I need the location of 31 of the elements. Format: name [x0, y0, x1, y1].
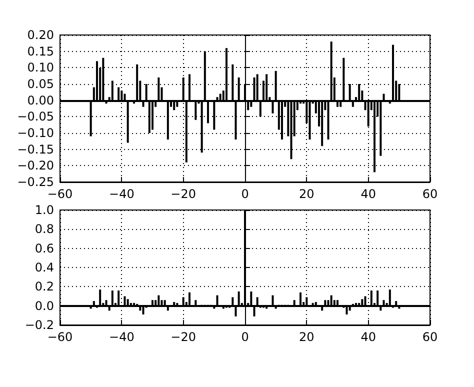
- x-tick-label: 40: [360, 187, 376, 201]
- y-tick-label: 0.6: [34, 241, 54, 256]
- y-tick-label: 0.20: [27, 28, 54, 42]
- x-tick-label: 0: [241, 187, 249, 201]
- y-tick-label: 0.10: [27, 60, 54, 75]
- y-tick-label: 1.0: [34, 203, 54, 217]
- y-tick-label: 0.00: [27, 93, 54, 108]
- y-tick-label: −0.25: [17, 175, 54, 189]
- y-tick-label: −0.2: [24, 318, 54, 332]
- x-tick-label: −20: [170, 330, 196, 344]
- y-tick-label: 0.15: [27, 44, 54, 58]
- x-tick-label: 20: [299, 187, 314, 201]
- y-tick-label: 0.0: [34, 298, 54, 313]
- y-tick-label: 0.05: [27, 77, 54, 91]
- y-tick-label: −0.20: [17, 158, 54, 173]
- x-tick-label: −40: [109, 330, 134, 344]
- y-tick-label: −0.05: [17, 110, 54, 124]
- x-tick-label: 60: [422, 187, 438, 201]
- x-tick-label: −60: [47, 330, 73, 344]
- x-tick-label: −60: [47, 187, 73, 201]
- x-tick-label: −40: [109, 187, 134, 201]
- y-tick-label: 0.4: [34, 260, 54, 274]
- y-tick-label: −0.10: [17, 126, 54, 140]
- x-tick-label: −20: [170, 187, 196, 201]
- y-tick-label: 0.8: [34, 222, 54, 236]
- x-tick-label: 20: [299, 330, 314, 344]
- y-tick-label: 0.2: [34, 280, 54, 294]
- y-tick-label: −0.15: [17, 142, 54, 156]
- x-tick-label: 0: [241, 330, 249, 344]
- x-tick-label: 40: [360, 330, 376, 344]
- x-tick-label: 60: [422, 330, 438, 344]
